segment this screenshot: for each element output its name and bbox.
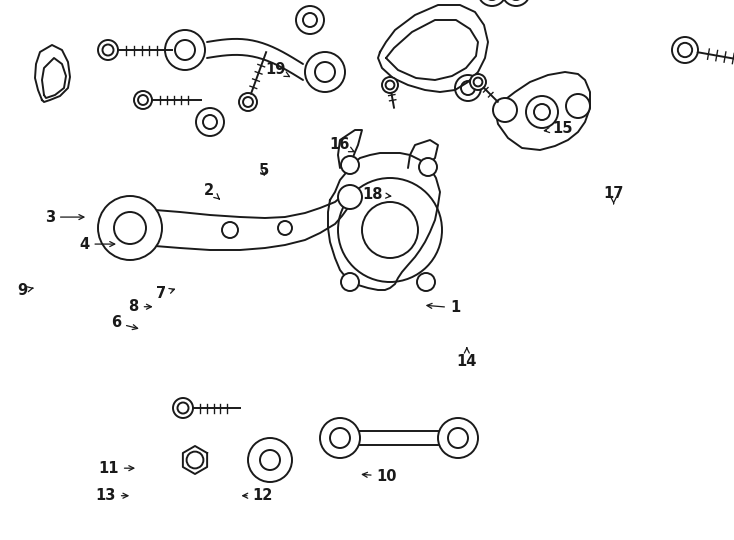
Text: 13: 13 (95, 488, 128, 503)
Circle shape (260, 450, 280, 470)
Circle shape (173, 398, 193, 418)
Text: 17: 17 (603, 186, 624, 204)
Circle shape (534, 104, 550, 120)
Circle shape (385, 80, 394, 90)
Polygon shape (35, 45, 70, 102)
Circle shape (362, 202, 418, 258)
Circle shape (103, 44, 114, 56)
Circle shape (448, 428, 468, 448)
Circle shape (455, 75, 481, 101)
Circle shape (98, 196, 162, 260)
Text: 18: 18 (363, 187, 390, 202)
Circle shape (315, 62, 335, 82)
Circle shape (203, 115, 217, 129)
Text: 15: 15 (545, 121, 573, 136)
Text: 12: 12 (243, 488, 273, 503)
Circle shape (330, 428, 350, 448)
Circle shape (470, 74, 486, 90)
Text: 6: 6 (111, 315, 137, 330)
Circle shape (243, 97, 253, 107)
Circle shape (305, 52, 345, 92)
Circle shape (248, 438, 292, 482)
Circle shape (526, 96, 558, 128)
Circle shape (478, 0, 506, 6)
Text: 8: 8 (128, 299, 151, 314)
Circle shape (196, 108, 224, 136)
Circle shape (502, 0, 530, 6)
Text: 4: 4 (79, 237, 115, 252)
Circle shape (138, 95, 148, 105)
Circle shape (303, 13, 317, 27)
Circle shape (222, 222, 238, 238)
Circle shape (239, 93, 257, 111)
Text: 3: 3 (45, 210, 84, 225)
Polygon shape (495, 72, 590, 150)
Circle shape (338, 178, 442, 282)
Circle shape (341, 273, 359, 291)
Circle shape (175, 40, 195, 60)
Circle shape (98, 40, 118, 60)
Text: 14: 14 (457, 348, 477, 369)
Text: 19: 19 (266, 62, 289, 77)
Text: 2: 2 (204, 183, 219, 199)
Circle shape (672, 37, 698, 63)
Text: 16: 16 (330, 137, 354, 152)
Circle shape (278, 221, 292, 235)
Circle shape (165, 30, 205, 70)
Circle shape (419, 158, 437, 176)
Circle shape (678, 43, 692, 57)
Circle shape (186, 451, 203, 468)
Text: 9: 9 (17, 283, 33, 298)
Circle shape (178, 402, 189, 414)
Circle shape (296, 6, 324, 34)
Circle shape (134, 91, 152, 109)
Circle shape (114, 212, 146, 244)
Polygon shape (328, 153, 440, 290)
Text: 7: 7 (156, 286, 175, 301)
Text: 11: 11 (98, 461, 134, 476)
Circle shape (341, 156, 359, 174)
Circle shape (382, 77, 398, 93)
Polygon shape (155, 188, 350, 250)
Circle shape (461, 81, 475, 95)
Text: 1: 1 (427, 300, 460, 315)
Circle shape (338, 185, 362, 209)
Circle shape (473, 78, 482, 86)
Circle shape (566, 94, 590, 118)
Polygon shape (378, 5, 488, 92)
Polygon shape (183, 446, 207, 474)
Circle shape (417, 273, 435, 291)
Circle shape (320, 418, 360, 458)
Text: 5: 5 (259, 163, 269, 178)
Circle shape (493, 98, 517, 122)
Text: 10: 10 (363, 469, 397, 484)
Circle shape (438, 418, 478, 458)
